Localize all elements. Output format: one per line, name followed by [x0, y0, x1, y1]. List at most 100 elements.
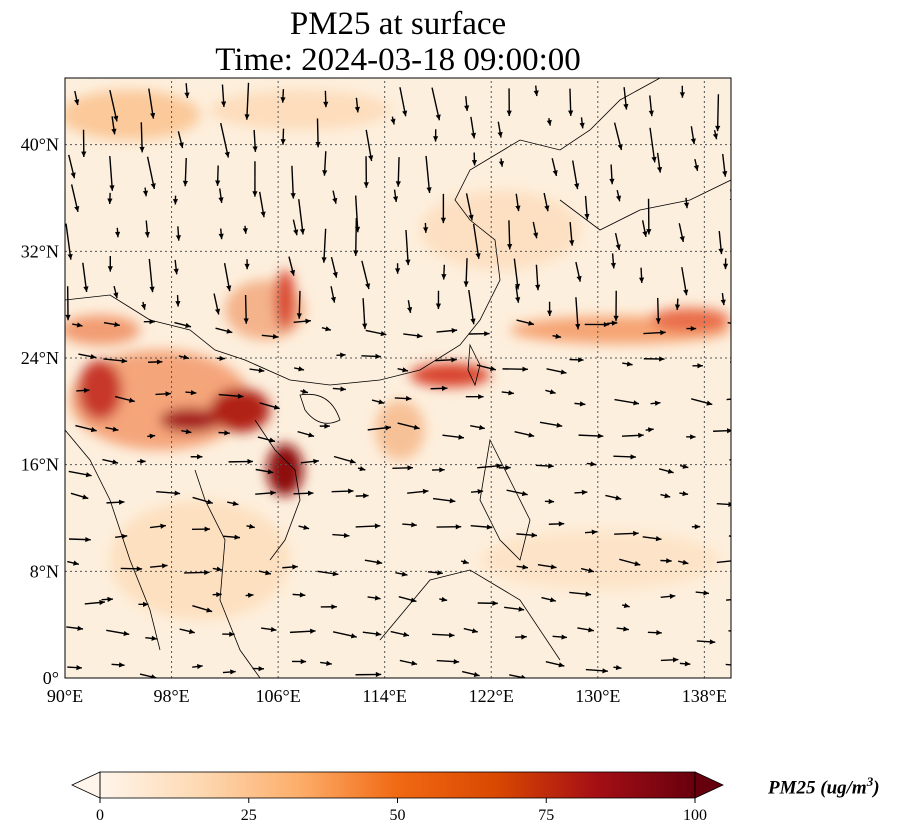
wind-arrow	[255, 468, 274, 475]
wind-arrow	[321, 326, 332, 332]
wind-arrow	[68, 470, 92, 478]
wind-arrow	[476, 364, 497, 372]
wind-arrow	[395, 157, 401, 187]
wind-arrow	[569, 591, 592, 597]
wind-arrow	[320, 660, 332, 666]
wind-arrow	[660, 593, 676, 599]
wind-arrow	[546, 368, 567, 375]
wind-arrow	[658, 468, 674, 474]
wind-arrow	[330, 286, 336, 303]
pm25-field	[65, 90, 730, 620]
wind-arrow	[320, 604, 337, 610]
wind-arrow	[191, 526, 211, 532]
wind-arrow	[177, 131, 184, 149]
wind-arrow	[613, 290, 619, 322]
wind-arrow	[361, 260, 371, 290]
wind-arrow	[645, 427, 654, 433]
wind-arrow	[75, 424, 97, 433]
wind-arrow	[294, 366, 305, 372]
wind-arrow	[362, 631, 382, 637]
wind-arrow	[679, 85, 685, 98]
wind-arrow	[471, 152, 478, 166]
wind-arrow	[333, 455, 356, 464]
lat-tick-label: 40°N	[21, 135, 59, 155]
wind-arrow	[218, 188, 224, 203]
wind-arrow	[605, 494, 622, 501]
wind-arrow	[537, 564, 557, 570]
wind-arrow	[683, 197, 690, 209]
wind-arrow	[551, 158, 558, 177]
wind-arrow	[67, 665, 82, 671]
wind-arrow	[693, 158, 699, 172]
wind-arrow	[516, 319, 535, 326]
wind-arrow	[300, 458, 319, 465]
wind-arrow	[332, 386, 346, 392]
wind-arrow	[546, 118, 552, 126]
wind-arrow	[255, 490, 276, 496]
wind-arrow	[68, 536, 91, 543]
wind-arrow	[323, 90, 329, 108]
colorbar-label-sup: 3	[866, 774, 874, 789]
wind-arrow	[290, 165, 296, 199]
wind-arrow	[584, 321, 610, 328]
wind-arrow	[228, 458, 253, 465]
wind-arrow	[185, 389, 197, 396]
wind-arrow	[81, 129, 87, 157]
map-frame	[64, 77, 732, 679]
wind-arrow	[435, 290, 442, 309]
wind-arrow	[65, 223, 73, 260]
wind-arrow	[181, 428, 192, 435]
lat-tick-label: 0°	[43, 668, 59, 688]
wind-arrow	[245, 592, 254, 598]
wind-arrow	[432, 632, 455, 638]
wind-arrow	[677, 559, 689, 565]
wind-arrow	[148, 258, 155, 293]
wind-arrow	[68, 154, 76, 179]
wind-arrow	[213, 293, 221, 315]
wind-arrow	[280, 89, 286, 103]
wind-arrow	[533, 85, 539, 97]
wind-arrow	[547, 301, 553, 317]
wind-arrow	[436, 524, 462, 530]
wind-arrow	[686, 325, 697, 332]
wind-arrow	[679, 463, 689, 469]
wind-arrow	[575, 261, 582, 282]
lon-tick-label: 114°E	[362, 686, 407, 706]
wind-arrow	[578, 433, 604, 439]
wind-arrow	[584, 529, 598, 535]
wind-arrow	[695, 590, 710, 596]
wind-arrow	[407, 488, 429, 495]
wind-arrow	[139, 673, 157, 678]
wind-arrow	[144, 220, 150, 238]
wind-arrow	[146, 156, 156, 190]
map-area	[65, 78, 731, 678]
wind-arrow	[114, 395, 135, 403]
wind-arrow	[541, 596, 557, 603]
wind-arrow	[172, 195, 179, 205]
wind-arrow	[355, 523, 381, 529]
wind-arrow	[222, 631, 235, 637]
wind-arrow	[679, 661, 691, 667]
wind-arrow	[331, 488, 354, 494]
wind-arrow	[142, 187, 149, 197]
wind-arrow	[394, 395, 412, 402]
wind-arrow	[477, 463, 503, 469]
wind-arrow	[109, 155, 115, 191]
wind-arrow	[218, 430, 230, 436]
plot-title-line1: PM25 at surface	[289, 6, 507, 42]
wind-arrow	[498, 465, 511, 471]
wind-arrow	[470, 524, 493, 530]
wind-arrow	[361, 353, 381, 360]
wind-arrow	[101, 596, 113, 602]
wind-arrow	[696, 639, 716, 645]
wind-arrow	[395, 571, 408, 577]
colorbar-tick-label: 100	[683, 807, 707, 824]
wind-arrow	[441, 264, 447, 280]
wind-arrow	[107, 256, 113, 272]
wind-arrow	[516, 532, 538, 538]
wind-arrow	[403, 333, 423, 339]
wind-arrow	[623, 87, 629, 110]
wind-arrow	[515, 193, 521, 212]
wind-arrow	[215, 165, 221, 186]
wind-arrow	[402, 522, 417, 528]
